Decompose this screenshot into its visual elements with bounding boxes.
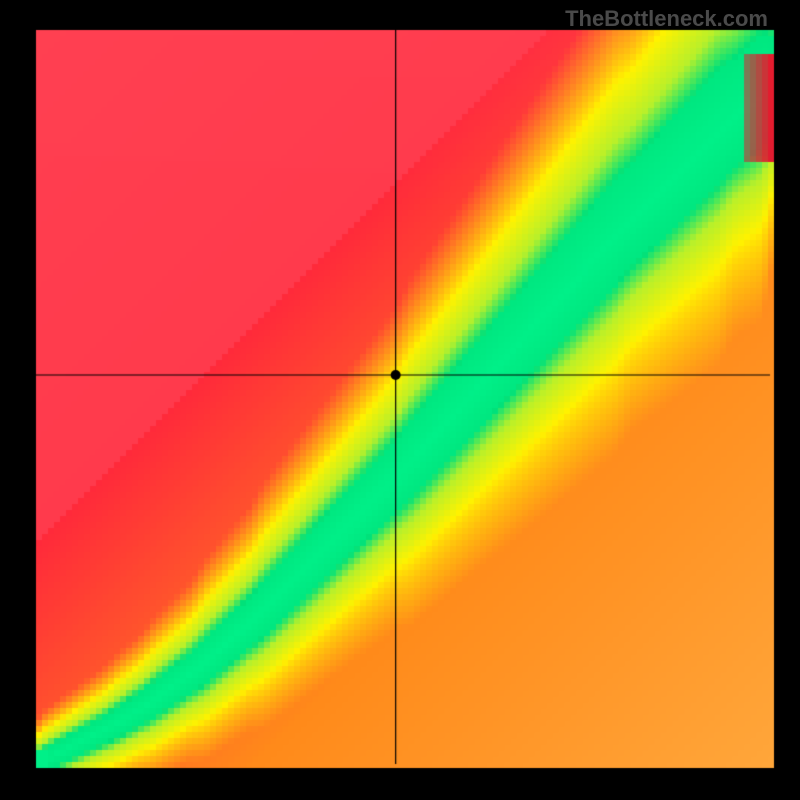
heatmap-canvas xyxy=(0,0,800,800)
chart-container: TheBottleneck.com xyxy=(0,0,800,800)
watermark-text: TheBottleneck.com xyxy=(565,6,768,32)
